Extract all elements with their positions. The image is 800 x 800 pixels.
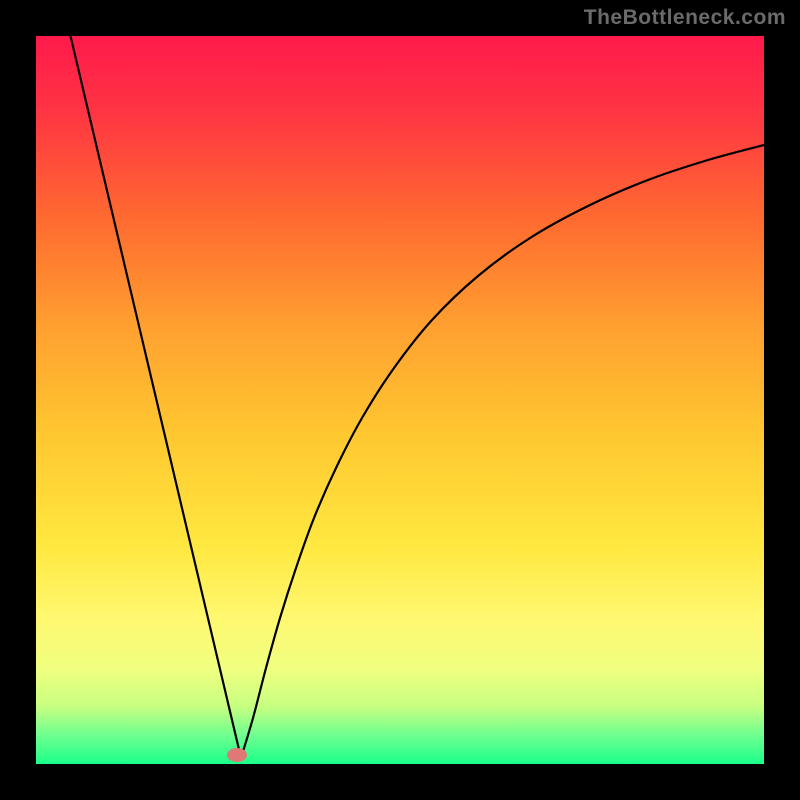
watermark-text: TheBottleneck.com [584,6,786,30]
outer-frame: TheBottleneck.com [0,0,800,800]
bottleneck-curve [0,0,800,800]
optimal-point-marker [227,748,247,762]
